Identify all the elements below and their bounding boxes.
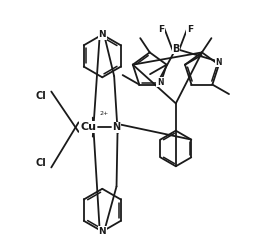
Text: F: F xyxy=(187,25,193,34)
Text: 2+: 2+ xyxy=(99,111,109,116)
Text: B: B xyxy=(172,44,179,54)
Text: N: N xyxy=(157,78,163,87)
Text: N: N xyxy=(216,58,222,67)
Text: N: N xyxy=(112,122,121,132)
Text: Cl: Cl xyxy=(35,91,46,101)
Text: Cu: Cu xyxy=(80,122,96,132)
Text: N: N xyxy=(98,227,106,236)
Text: N: N xyxy=(98,30,106,39)
Text: Cl: Cl xyxy=(35,158,46,168)
Text: F: F xyxy=(159,25,165,34)
